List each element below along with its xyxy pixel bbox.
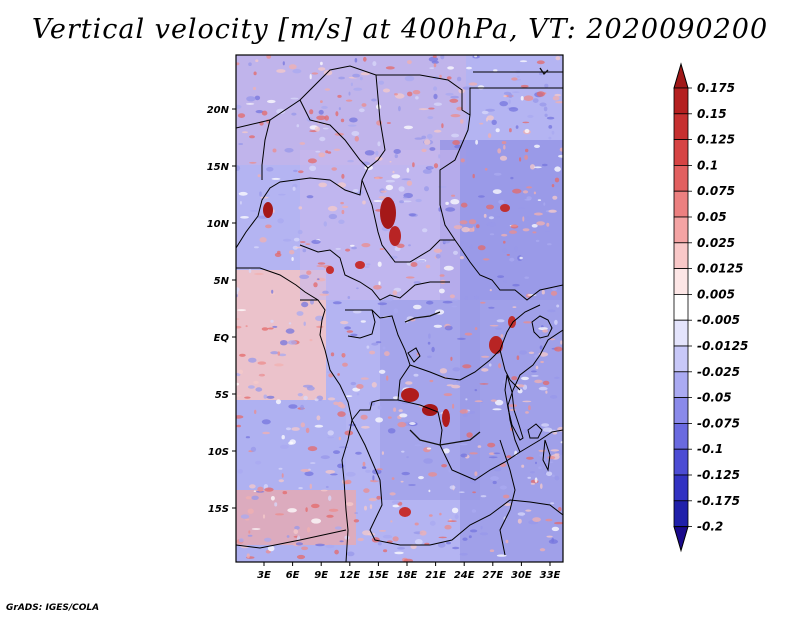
lon-tick-label: 15E (368, 570, 389, 581)
colorbar-swatch (673, 448, 689, 476)
lon-tick-label: 3E (257, 570, 271, 581)
colorbar-label: 0.075 (697, 184, 735, 198)
colorbar-swatch (673, 190, 689, 218)
colorbar-swatch (673, 345, 689, 373)
colorbar-label: 0.005 (697, 287, 735, 301)
coastline-detail (404, 67, 549, 446)
colorbar-min-arrow (673, 526, 689, 553)
colorbar-label: 0.025 (697, 236, 735, 250)
lat-axis: 20N 15N 10N 5N EQ 5S 10S 15S (207, 105, 236, 515)
colorbar-swatch (673, 113, 689, 141)
colorbar-label: -0.075 (697, 416, 740, 430)
lat-tick-label: EQ (214, 333, 230, 344)
colorbar-label: 0.125 (697, 133, 735, 147)
lat-tick-label: 10N (207, 219, 230, 230)
lon-tick-label: 6E (286, 570, 300, 581)
colorbar-label: -0.0125 (697, 339, 748, 353)
lon-tick-label: 9E (314, 570, 328, 581)
colorbar-swatch (673, 500, 689, 527)
colorbar-swatch (673, 242, 689, 270)
colorbar-label: -0.175 (697, 494, 740, 508)
lat-tick-label: 5N (214, 276, 230, 287)
lon-tick-label: 12E (339, 570, 360, 581)
colorbar-label: 0.175 (697, 81, 735, 95)
vertical-velocity-field (236, 55, 563, 562)
map-title: Vertical velocity [m/s] at 400hPa, VT: 2… (31, 14, 769, 45)
lon-tick-label: 21E (425, 570, 446, 581)
colorbar-label: 0.15 (697, 107, 727, 121)
lat-tick-label: 10S (208, 447, 229, 458)
colorbar-swatch (673, 474, 689, 502)
colorbar-swatch (673, 139, 689, 166)
colorbar: 0.175 0.15 0.125 0.1 0.075 0.05 0.025 0.0125 0.0… (673, 62, 748, 553)
lon-tick-label: 18E (397, 570, 418, 581)
colorbar-swatch (673, 87, 689, 115)
lon-axis: 3E 6E 9E 12E 15E 18E 21E 24E 27E 30E 33E (257, 562, 561, 581)
colorbar-label: 0.1 (697, 158, 718, 172)
map-panel (236, 55, 563, 562)
colorbar-label: -0.05 (697, 391, 732, 405)
colorbar-label: -0.005 (697, 313, 740, 327)
colorbar-label: 0.05 (697, 210, 727, 224)
lon-tick-label: 30E (511, 570, 532, 581)
lat-tick-label: 15S (208, 504, 229, 515)
colorbar-max-arrow (673, 62, 689, 89)
lon-tick-label: 24E (454, 570, 475, 581)
colorbar-label: -0.025 (697, 365, 740, 379)
lat-tick-label: 5S (215, 390, 229, 401)
colorbar-swatch (673, 371, 689, 398)
colorbar-swatch (673, 164, 689, 192)
lat-tick-label: 20N (207, 105, 230, 116)
colorbar-label: -0.125 (697, 468, 740, 482)
lon-tick-label: 27E (482, 570, 503, 581)
credit-label: GrADS: IGES/COLA (6, 603, 100, 613)
lakes (407, 315, 553, 472)
lat-tick-label: 15N (207, 162, 230, 173)
colorbar-label: -0.1 (697, 442, 723, 456)
lon-tick-label: 33E (540, 570, 561, 581)
colorbar-swatch (673, 397, 689, 424)
colorbar-swatch (673, 216, 689, 244)
colorbar-label: -0.2 (697, 520, 723, 534)
map-frame (235, 54, 564, 563)
country-boundaries (236, 65, 563, 562)
colorbar-label: 0.0125 (697, 262, 743, 276)
strong-updraft-cells (263, 197, 516, 517)
colorbar-swatch (673, 319, 689, 347)
colorbar-swatch (673, 293, 689, 321)
colorbar-swatch (673, 268, 689, 295)
colorbar-swatch (673, 422, 689, 450)
